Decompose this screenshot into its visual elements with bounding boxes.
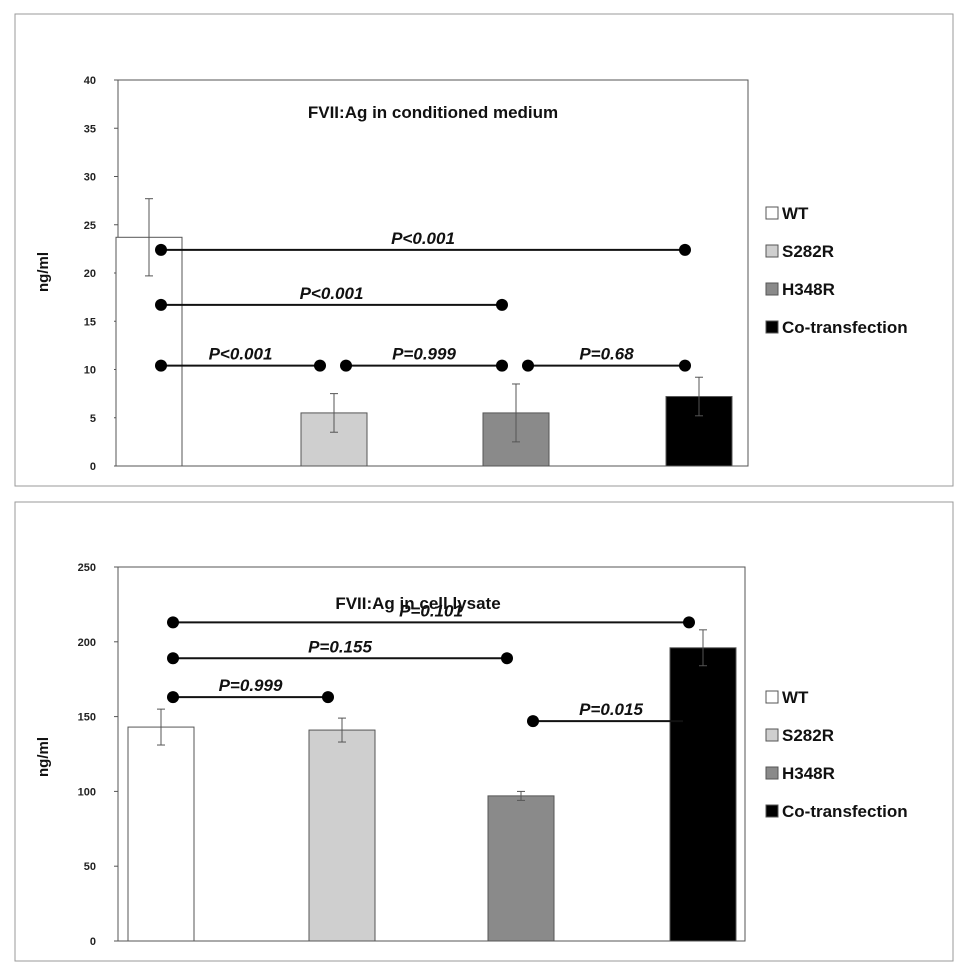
y-axis-label: ng/ml [35,737,52,777]
comparison-dot-start [155,298,167,311]
comparison-dot-end [322,691,334,704]
comparison-dot-end [679,359,691,372]
y-tick-label: 15 [84,316,96,328]
y-tick-label: 35 [84,123,96,135]
chart-title: FVII:Ag in conditioned medium [308,103,558,122]
p-value-label: P<0.001 [391,229,455,248]
comparison-dot-start [167,652,179,665]
y-tick-label: 250 [78,562,96,574]
legend-label: S282R [782,242,834,261]
y-tick-label: 0 [90,936,96,948]
p-value-label: P=0.999 [392,345,456,364]
y-tick-label: 10 [84,365,96,377]
comparison-dot-end [501,652,513,665]
y-tick-label: 25 [84,220,96,232]
p-value-label: P=0.101 [399,601,463,620]
plot-area [117,566,746,942]
y-tick-label: 40 [84,75,96,87]
comparison-dot-end [314,359,326,372]
y-axis-label: ng/ml [35,252,52,292]
y-tick-label: 200 [78,637,96,649]
y-tick-label: 150 [78,712,96,724]
legend-swatch [765,320,779,334]
y-tick-label: 100 [78,786,96,798]
legend-swatch [765,244,779,258]
comparison-dot-end [496,298,508,311]
legend-label: S282R [782,726,834,745]
comparison-dot-start [167,616,179,629]
comparison-dot-start [167,691,179,704]
p-value-label: P<0.001 [300,284,364,303]
y-tick-label: 30 [84,172,96,184]
legend-swatch [765,766,779,780]
bar-s282r [308,729,376,942]
p-value-label: P<0.001 [209,345,273,364]
p-value-label: P=0.155 [308,637,372,656]
legend-swatch [765,804,779,818]
comparison-dot-start [340,359,352,372]
plot-area [117,79,749,467]
bar-co-transfection [669,647,737,942]
comparison-dot-end [679,243,691,256]
p-value-label: P=0.015 [579,700,643,719]
legend-label: WT [782,688,809,707]
p-value-label: P=0.999 [219,676,283,695]
legend-swatch [765,282,779,296]
legend-swatch [765,690,779,704]
comparison-dot-start [155,243,167,256]
legend-label: Co-transfection [782,802,908,821]
y-tick-label: 20 [84,268,96,280]
chart-1: 0 5 10 15 20 25 30 35 40 ng/ml FVII:Ag in conditio… [14,13,954,487]
comparison-dot-end [683,616,695,629]
comparison-dot-end [496,359,508,372]
bar-wt [127,726,195,942]
legend-label: WT [782,204,809,223]
chart-2: 0 50 100 150 200 250 ng/ml FVII:Ag in cell lysa… [14,501,954,962]
comparison-dot-start [155,359,167,372]
comparison-dot-start [527,715,539,728]
y-tick-label: 5 [90,413,96,425]
comparison-dot-end [683,715,695,728]
legend-swatch [765,206,779,220]
legend-label: Co-transfection [782,318,908,337]
chart-title: FVII:Ag in cell lysate [335,594,500,613]
bar-h348r [487,795,555,942]
legend-label: H348R [782,280,835,299]
comparison-dot-start [522,359,534,372]
y-tick-label: 0 [90,461,96,473]
y-tick-label: 50 [84,861,96,873]
legend-label: H348R [782,764,835,783]
legend-swatch [765,728,779,742]
p-value-label: P=0.68 [579,345,634,364]
